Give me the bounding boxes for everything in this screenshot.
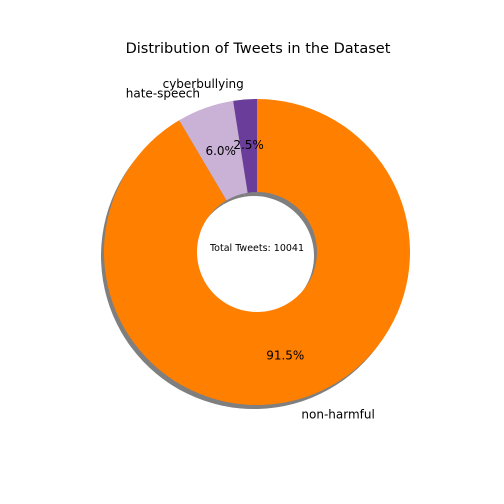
- slice-labels: cyberbullying 2.5% hate-speech 6.0% non-harm…: [126, 77, 375, 421]
- slice-cyberbullying: [233, 99, 257, 193]
- slice-label-hate-speech: hate-speech: [126, 87, 200, 101]
- slice-pct-non-harmful: 91.5%: [266, 348, 304, 362]
- slice-label-non-harmful: non-harmful: [301, 407, 374, 421]
- slice-label-cyberbullying: cyberbullying: [163, 77, 244, 91]
- chart-title: Distribution of Tweets in the Dataset: [126, 41, 391, 57]
- donut-slices: [104, 99, 411, 405]
- slice-non-harmful: [104, 99, 411, 405]
- center-total-label: Total Tweets: 10041: [209, 243, 304, 254]
- slice-pct-cyberbullying: 2.5%: [233, 138, 264, 152]
- slice-pct-hate-speech: 6.0%: [205, 144, 236, 158]
- slice-hate-speech: [179, 100, 248, 201]
